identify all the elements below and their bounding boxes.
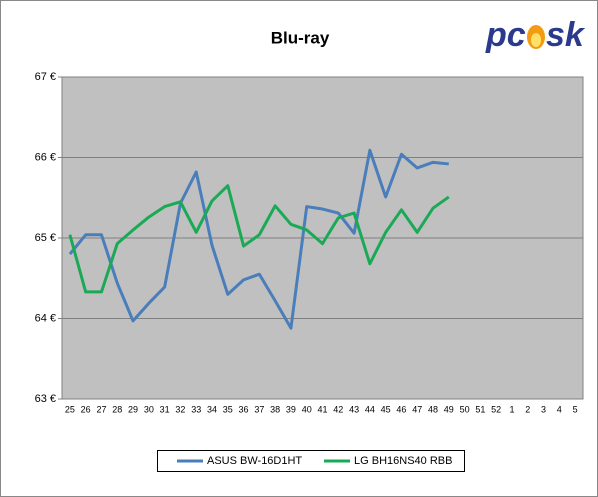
y-tick-label: 65 € — [35, 232, 56, 244]
x-tick-label: 27 — [96, 404, 106, 414]
x-tick-label: 42 — [333, 404, 343, 414]
x-tick-label: 25 — [65, 404, 75, 414]
x-tick-label: 39 — [286, 404, 296, 414]
y-tick-label: 64 € — [35, 312, 56, 324]
series-line — [68, 148, 449, 330]
y-tick-label: 67 € — [35, 71, 56, 83]
x-tick-label: 32 — [175, 404, 185, 414]
x-tick-label: 38 — [270, 404, 280, 414]
x-tick-label: 5 — [573, 404, 578, 414]
x-tick-label: 43 — [349, 404, 359, 414]
y-tick-label: 63 € — [35, 393, 56, 405]
x-tick-label: 41 — [317, 404, 327, 414]
y-tick-label: 66 € — [35, 151, 56, 163]
x-tick-label: 28 — [112, 404, 122, 414]
legend — [157, 450, 465, 472]
x-tick-label: 29 — [128, 404, 138, 414]
x-tick-label: 47 — [412, 404, 422, 414]
x-tick-label: 33 — [191, 404, 201, 414]
logo-text: sk — [546, 16, 586, 54]
legend-label: ASUS BW-16D1HT — [207, 455, 302, 467]
logo-text: pc — [485, 16, 526, 54]
x-tick-label: 34 — [207, 404, 217, 414]
x-tick-label: 52 — [491, 404, 501, 414]
x-tick-label: 1 — [509, 404, 514, 414]
x-tick-label: 35 — [223, 404, 233, 414]
x-tick-label: 3 — [541, 404, 546, 414]
series-line — [68, 184, 450, 294]
x-tick-label: 48 — [428, 404, 438, 414]
x-tick-label: 50 — [460, 404, 470, 414]
legend-label: LG BH16NS40 RBB — [354, 455, 452, 467]
x-tick-label: 40 — [302, 404, 312, 414]
x-tick-label: 31 — [160, 404, 170, 414]
x-tick-label: 30 — [144, 404, 154, 414]
x-tick-label: 46 — [396, 404, 406, 414]
chart-title: Blu-ray — [271, 28, 330, 47]
x-tick-label: 44 — [365, 404, 375, 414]
x-tick-label: 4 — [557, 404, 562, 414]
logo-flame-core — [531, 33, 541, 47]
x-tick-label: 45 — [381, 404, 391, 414]
x-tick-label: 26 — [81, 404, 91, 414]
x-tick-label: 51 — [475, 404, 485, 414]
x-tick-label: 37 — [254, 404, 264, 414]
x-tick-label: 49 — [444, 404, 454, 414]
x-tick-label: 2 — [525, 404, 530, 414]
x-tick-label: 36 — [239, 404, 249, 414]
logo: pc sk — [485, 16, 586, 54]
